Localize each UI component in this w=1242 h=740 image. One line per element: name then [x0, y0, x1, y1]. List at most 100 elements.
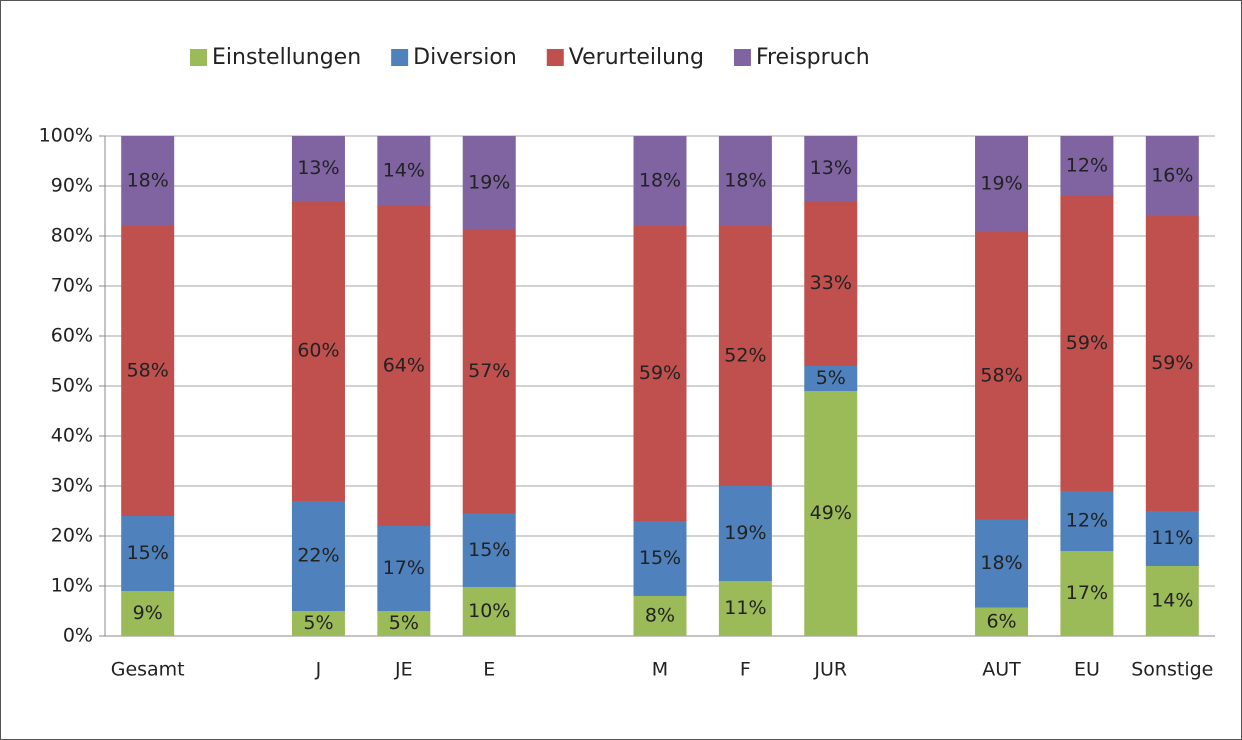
- data-label: 9%: [133, 602, 163, 624]
- legend-swatch: [733, 49, 751, 66]
- data-label: 58%: [980, 364, 1022, 386]
- y-tick-label: 40%: [51, 425, 93, 447]
- y-tick-label: 80%: [51, 225, 93, 247]
- y-tick-label: 100%: [39, 125, 93, 147]
- legend-swatch: [391, 49, 409, 66]
- bar-segment: [377, 611, 431, 636]
- bar-segment: [121, 591, 175, 636]
- bar-segment: [975, 136, 1029, 232]
- bar-segment: [462, 136, 516, 230]
- bar-segment: [804, 201, 858, 366]
- data-label: 59%: [1151, 352, 1193, 374]
- legend-label: Verurteilung: [569, 45, 704, 70]
- data-label: 5%: [389, 612, 419, 634]
- x-tick-label: AUT: [982, 659, 1021, 681]
- data-label: 13%: [297, 157, 339, 179]
- data-label: 19%: [724, 522, 766, 544]
- data-label: 52%: [724, 345, 766, 367]
- bar-segment: [121, 226, 175, 516]
- data-label: 18%: [980, 552, 1022, 574]
- bar-segment: [1145, 511, 1199, 566]
- data-label: 58%: [127, 360, 169, 382]
- bar-segment: [804, 391, 858, 636]
- bar-segment: [1145, 566, 1199, 636]
- data-label: 11%: [1151, 527, 1193, 549]
- x-tick-label: J: [315, 659, 322, 681]
- bar-segment: [633, 226, 687, 521]
- x-tick-label: Sonstige: [1131, 659, 1213, 681]
- data-label: 12%: [1066, 510, 1108, 532]
- bar-segment: [121, 136, 175, 226]
- data-label: 12%: [1066, 155, 1108, 177]
- data-label: 18%: [639, 170, 681, 192]
- bar-segment: [291, 611, 345, 636]
- bar-segment: [718, 226, 772, 486]
- y-tick-label: 10%: [51, 575, 93, 597]
- x-tick-label: E: [483, 659, 495, 681]
- bar-segment: [975, 232, 1029, 520]
- x-tick-label: JUR: [813, 659, 847, 681]
- data-label: 59%: [1066, 332, 1108, 354]
- data-label: 19%: [468, 171, 510, 193]
- data-label: 19%: [980, 173, 1022, 195]
- data-label: 49%: [810, 502, 852, 524]
- data-label: 14%: [383, 160, 425, 182]
- data-label: 17%: [1066, 582, 1108, 604]
- data-label: 16%: [1151, 165, 1193, 187]
- y-tick-label: 20%: [51, 525, 93, 547]
- data-label: 57%: [468, 360, 510, 382]
- data-label: 6%: [986, 610, 1016, 632]
- data-label: 60%: [297, 340, 339, 362]
- data-label: 5%: [303, 612, 333, 634]
- x-tick-label: Gesamt: [111, 659, 185, 681]
- data-label: 15%: [639, 547, 681, 569]
- data-label: 10%: [468, 600, 510, 622]
- data-label: 14%: [1151, 590, 1193, 612]
- x-tick-label: F: [740, 659, 751, 681]
- bar-segment: [1060, 491, 1114, 551]
- bar-segment: [1145, 216, 1199, 511]
- bar-segment: [377, 206, 431, 526]
- x-tick-label: JE: [394, 659, 413, 681]
- data-label: 64%: [383, 355, 425, 377]
- bar-segment: [633, 596, 687, 636]
- bar-segment: [804, 366, 858, 391]
- data-label: 18%: [724, 170, 766, 192]
- x-tick-label: EU: [1074, 659, 1100, 681]
- bar-segment: [462, 513, 516, 587]
- bar-segment: [718, 136, 772, 226]
- data-label: 11%: [724, 597, 766, 619]
- y-tick-label: 70%: [51, 275, 93, 297]
- y-tick-label: 60%: [51, 325, 93, 347]
- bar-segment: [718, 486, 772, 581]
- bar-segment: [633, 136, 687, 226]
- bar-segment: [975, 519, 1029, 608]
- data-label: 8%: [645, 605, 675, 627]
- bar-segment: [462, 229, 516, 514]
- data-label: 5%: [816, 367, 846, 389]
- bar-segment: [718, 581, 772, 636]
- bar-segment: [1060, 551, 1114, 636]
- bar-segment: [377, 526, 431, 611]
- data-label: 18%: [127, 170, 169, 192]
- data-label: 15%: [127, 542, 169, 564]
- bar-segment: [121, 516, 175, 591]
- bar-segment: [633, 521, 687, 596]
- bar-segment: [1060, 136, 1114, 196]
- bar-segment: [1145, 136, 1199, 216]
- data-label: 22%: [297, 545, 339, 567]
- y-tick-label: 50%: [51, 375, 93, 397]
- bar-segment: [291, 501, 345, 611]
- data-label: 17%: [383, 557, 425, 579]
- x-tick-label: M: [652, 659, 668, 681]
- bar-segment: [377, 136, 431, 206]
- y-tick-label: 90%: [51, 175, 93, 197]
- legend-label: Diversion: [413, 45, 517, 70]
- data-label: 59%: [639, 362, 681, 384]
- legend-swatch: [190, 49, 207, 66]
- y-tick-label: 30%: [51, 475, 93, 497]
- data-label: 33%: [810, 272, 852, 294]
- bar-segment: [804, 136, 858, 201]
